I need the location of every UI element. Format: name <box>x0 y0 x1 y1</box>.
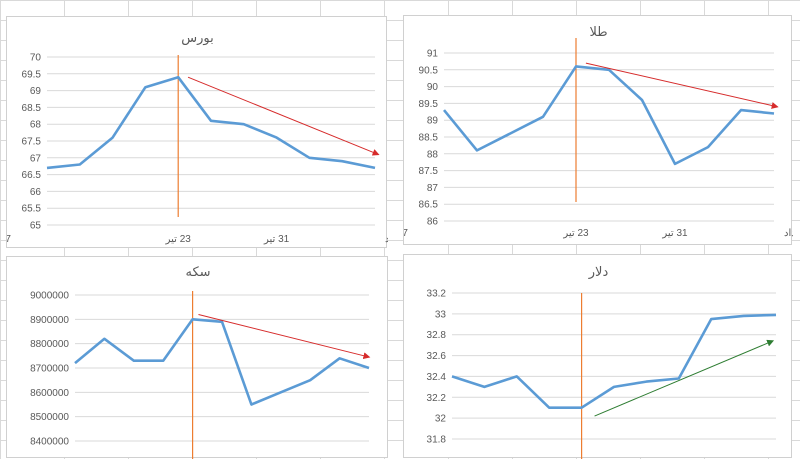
trend-arrow <box>187 76 380 156</box>
series-line <box>442 65 775 166</box>
y-tick-label: 91 <box>427 49 439 60</box>
y-tick-label: 8900000 <box>30 315 69 326</box>
y-tick-label: 68.5 <box>22 103 42 114</box>
y-tick-label: 86.5 <box>419 200 439 211</box>
y-tick-label: 67 <box>30 153 42 164</box>
chart-title: بورس <box>181 31 213 46</box>
chart-bourse: بورس 65 65.5 66 66.5 67 67.5 68 68.5 69 69.5 70 17 ت… <box>7 31 388 245</box>
x-tick-label: 8 مرداد <box>385 234 388 245</box>
x-tick-label: 8 مرداد <box>784 228 793 239</box>
series-line <box>46 75 376 170</box>
y-tick-label: 9000000 <box>30 291 69 302</box>
y-tick-label: 89 <box>427 116 439 127</box>
y-tick-label: 8400000 <box>30 437 69 448</box>
series-line <box>74 317 370 406</box>
y-tick-label: 90.5 <box>419 65 439 76</box>
y-tick-label: 88 <box>427 149 439 160</box>
y-tick-label: 8600000 <box>30 388 69 399</box>
series-line <box>451 313 777 409</box>
y-tick-label: 31.8 <box>427 435 447 446</box>
y-tick-label: 33.2 <box>427 289 447 300</box>
x-tick-label: 31 تیر <box>661 228 688 239</box>
chart-title: طلا <box>589 25 607 40</box>
x-tick-label: 23 تیر <box>562 228 589 239</box>
y-tick-label: 89.5 <box>419 99 439 110</box>
chart-title: دلار <box>588 265 609 280</box>
y-tick-label: 86 <box>427 217 439 228</box>
trend-arrow <box>198 313 371 360</box>
chart-coin: سکه 8400000 8500000 8600000 8700000 8800000 89… <box>30 265 371 459</box>
y-tick-label: 68 <box>30 120 42 131</box>
chart-panel-gold: طلا 86 86.5 87 87.5 88 88.5 89 89.5 90 90.5 91 17 تی… <box>403 15 793 245</box>
y-tick-label: 87 <box>427 183 439 194</box>
y-tick-label: 33 <box>435 309 447 320</box>
y-tick-label: 69.5 <box>22 69 42 80</box>
y-tick-label: 67.5 <box>22 137 42 148</box>
y-tick-label: 8500000 <box>30 412 69 423</box>
trend-arrow <box>585 62 779 109</box>
y-tick-label: 32.4 <box>427 372 447 383</box>
y-tick-label: 32.2 <box>427 393 447 404</box>
y-tick-label: 90 <box>427 82 439 93</box>
y-tick-label: 66 <box>30 187 42 198</box>
chart-panel-coin: سکه 8400000 8500000 8600000 8700000 8800000 89… <box>6 256 388 459</box>
y-tick-label: 65.5 <box>22 204 42 215</box>
x-tick-label: 23 تیر <box>165 234 192 245</box>
chart-title: سکه <box>185 265 210 280</box>
y-tick-label: 87.5 <box>419 166 439 177</box>
y-tick-label: 32 <box>435 414 447 425</box>
y-tick-label: 32.6 <box>427 351 447 362</box>
y-tick-label: 32.8 <box>427 330 447 341</box>
x-tick-label: 31 تیر <box>263 234 290 245</box>
y-tick-label: 66.5 <box>22 170 42 181</box>
y-tick-label: 69 <box>30 86 42 97</box>
chart-dollar: دلار 31.8 32 32.2 32.4 32.6 32.8 33 33.2 <box>427 265 777 459</box>
chart-panel-dollar: دلار 31.8 32 32.2 32.4 32.6 32.8 33 33.2 <box>403 254 792 459</box>
chart-gold: طلا 86 86.5 87 87.5 88 88.5 89 89.5 90 90.5 91 17 تی… <box>404 25 793 239</box>
y-tick-label: 88.5 <box>419 133 439 144</box>
x-tick-label: 17 تیر <box>7 234 11 245</box>
x-tick-label: 17 تیر <box>404 228 408 239</box>
y-tick-label: 8800000 <box>30 339 69 350</box>
y-tick-label: 70 <box>30 53 42 64</box>
chart-panel-bourse: بورس 65 65.5 66 66.5 67 67.5 68 68.5 69 69.5 70 17 ت… <box>6 16 388 248</box>
trend-arrow <box>594 339 775 417</box>
y-tick-label: 8700000 <box>30 364 69 375</box>
y-tick-label: 65 <box>30 221 42 232</box>
